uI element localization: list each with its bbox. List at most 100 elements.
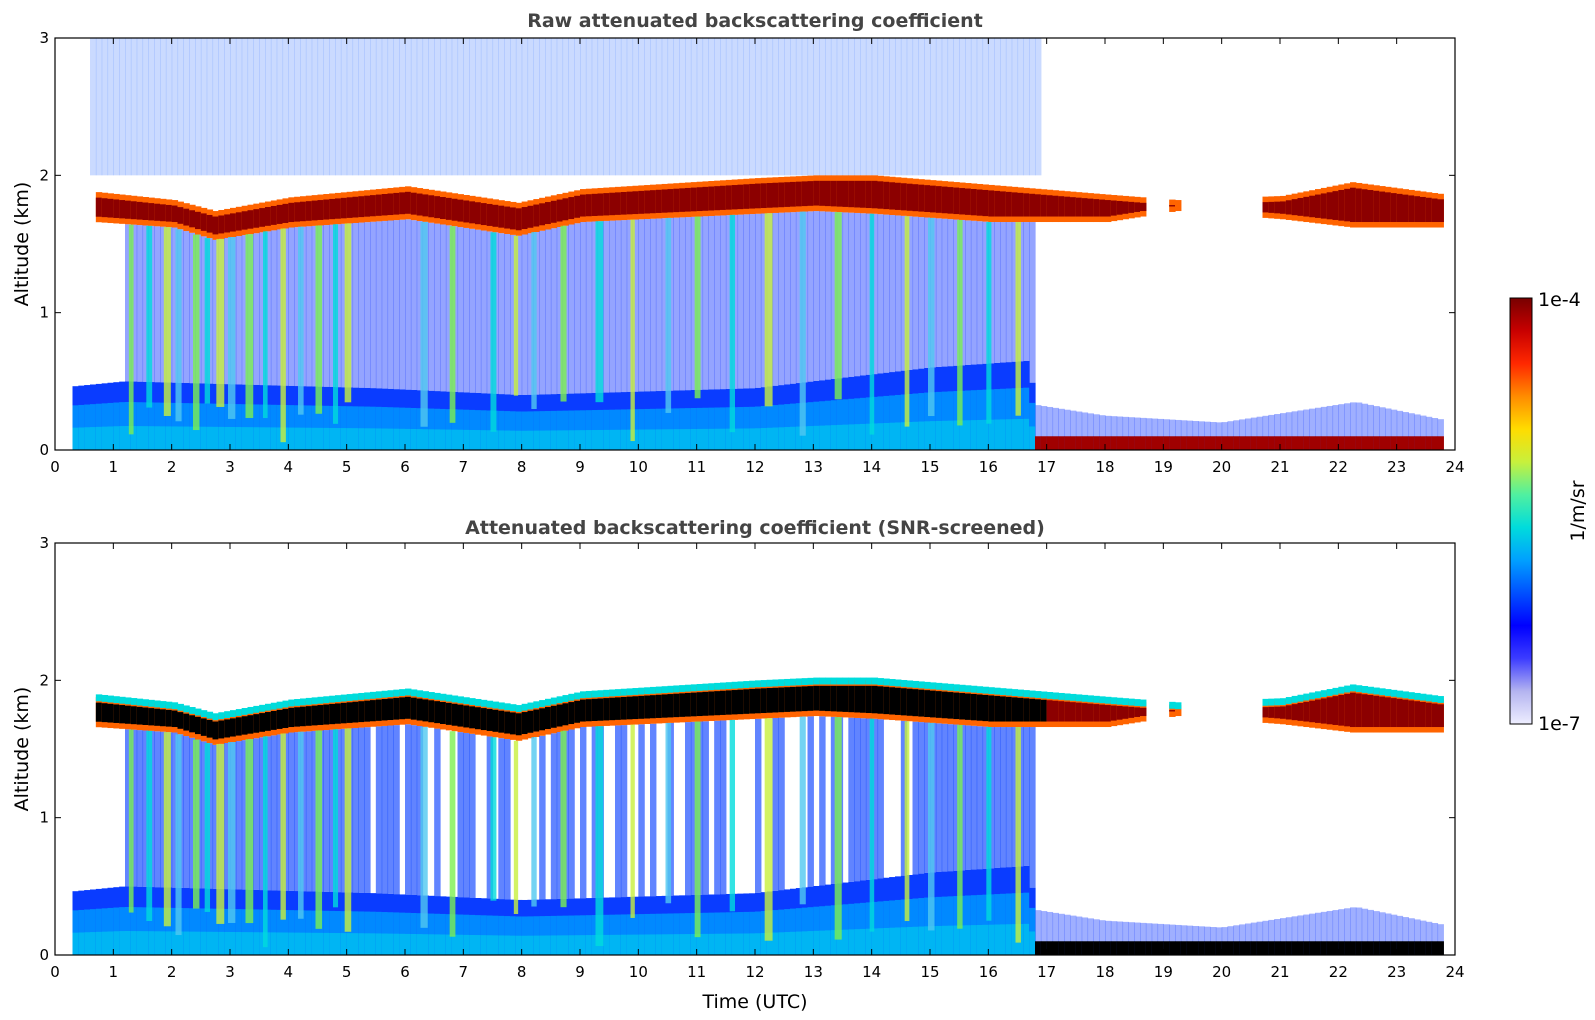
boundary-layer-cell <box>189 426 196 450</box>
cloud-core-cell <box>1075 702 1083 722</box>
boundary-layer-cell <box>247 932 254 955</box>
boundary-layer-cell <box>661 408 669 450</box>
screened-cell <box>953 724 960 871</box>
boundary-layer-cell <box>1262 920 1269 955</box>
surface-layer-cell <box>1087 436 1094 450</box>
boundary-layer-cell <box>72 932 79 955</box>
boundary-layer-cell <box>165 931 173 955</box>
screened-cell <box>136 730 144 887</box>
cloud-edge-cell <box>568 693 575 701</box>
boundary-layer-cell <box>445 934 453 955</box>
noise-cell <box>591 221 599 393</box>
surface-layer-cell <box>1198 941 1205 955</box>
screened-cell <box>340 728 348 893</box>
boundary-layer-cell <box>970 420 978 450</box>
boundary-layer-cell <box>1338 909 1345 955</box>
cloud-core-cell <box>1099 704 1106 722</box>
boundary-layer-cell <box>1256 416 1264 450</box>
boundary-layer-cell <box>440 934 447 955</box>
cloud-core-cell <box>994 695 1001 722</box>
boundary-layer-cell <box>854 929 861 955</box>
cloud-edge-cell <box>655 686 663 694</box>
cloud-core-cell <box>1396 193 1404 223</box>
noise-cell <box>235 236 243 385</box>
precipitation-column <box>344 223 352 403</box>
boundary-layer-cell <box>1350 907 1357 955</box>
cloud-core-cell <box>463 705 470 728</box>
boundary-layer-cell <box>247 427 254 450</box>
boundary-layer-cell <box>212 426 219 450</box>
boundary-layer-cell <box>1110 921 1118 955</box>
boundary-layer-cell <box>533 430 540 450</box>
precipitation-column <box>216 238 225 407</box>
screened-cell <box>416 726 424 896</box>
boundary-layer-cell <box>1128 922 1135 955</box>
noise-cell <box>871 213 879 375</box>
noise-cell <box>136 38 144 176</box>
boundary-layer-cell <box>702 428 709 450</box>
cloud-core-cell <box>918 689 925 717</box>
boundary-layer-cell <box>381 912 389 955</box>
x-tick-label: 1 <box>109 963 119 981</box>
cloud-core-cell <box>766 688 774 713</box>
cloud-cell <box>1175 200 1182 212</box>
boundary-layer-cell <box>679 934 686 955</box>
cloud-edge-cell <box>1000 688 1007 696</box>
noise-cell <box>358 222 365 388</box>
axis-ticks: 0 1 2 3 4 5 6 7 8 9 10 11 12 13 14 15 16 17 18 19 20 21 22 23 24… <box>39 534 1464 981</box>
cloud-core-cell <box>1000 696 1007 722</box>
boundary-layer-cell <box>848 424 855 450</box>
surface-layer-cell <box>1140 436 1147 450</box>
noise-cell <box>836 38 844 176</box>
boundary-layer-cell <box>72 427 79 450</box>
boundary-layer-cell <box>1274 919 1281 955</box>
cloud-edge-cell <box>270 702 278 710</box>
boundary-layer-cell <box>206 931 214 955</box>
noise-cell <box>399 38 406 176</box>
cloud-edge-cell <box>935 682 943 690</box>
noise-cell <box>935 218 943 367</box>
precipitation-column <box>228 742 236 923</box>
noise-cell <box>375 221 383 389</box>
cloud-core-cell <box>749 183 756 209</box>
boundary-layer-cell <box>1099 920 1106 955</box>
boundary-layer-cell <box>1268 414 1275 450</box>
boundary-layer-cell <box>1390 914 1398 955</box>
cloud-edge-cell <box>510 704 517 712</box>
cloud-edge-cell <box>737 681 744 689</box>
boundary-layer-cell <box>1420 920 1427 955</box>
boundary-layer-cell <box>976 419 984 450</box>
cloud-core-cell <box>160 204 167 222</box>
noise-cell <box>720 215 727 390</box>
x-tick-label: 21 <box>1270 963 1289 981</box>
cloud-edge-cell <box>288 699 295 707</box>
cloud-core-cell <box>434 701 441 724</box>
boundary-layer-cell <box>947 420 954 450</box>
cloud-edge-cell <box>1280 698 1287 706</box>
cloud-edge-cell <box>428 692 435 699</box>
cloud-core-cell <box>1338 189 1345 221</box>
boundary-layer-cell <box>685 429 692 450</box>
cloud-core-cell <box>1058 196 1065 217</box>
boundary-layer-cell <box>1140 417 1147 450</box>
surface-layer-cell <box>1280 941 1287 955</box>
boundary-layer-cell <box>655 934 663 955</box>
cloud-core-cell <box>212 721 219 740</box>
precipitation-column <box>729 214 735 433</box>
surface-layer-cell <box>1431 941 1439 955</box>
surface-layer-cell <box>1256 436 1264 450</box>
precipitation-column <box>280 733 286 920</box>
screened-cell <box>912 721 919 875</box>
boundary-layer-cell <box>218 426 225 450</box>
cloud-core-cell <box>731 690 739 715</box>
noise-cell <box>766 38 774 176</box>
noise-cell <box>405 219 412 390</box>
cloud-core-cell <box>708 186 715 211</box>
cloud-core-cell <box>177 712 184 729</box>
noise-cell <box>690 216 698 391</box>
boundary-layer-cell <box>1105 920 1112 955</box>
noise-cell <box>702 216 709 390</box>
boundary-layer-cell <box>480 430 488 450</box>
boundary-layer-cell <box>562 935 569 955</box>
boundary-layer-cell <box>276 932 284 955</box>
